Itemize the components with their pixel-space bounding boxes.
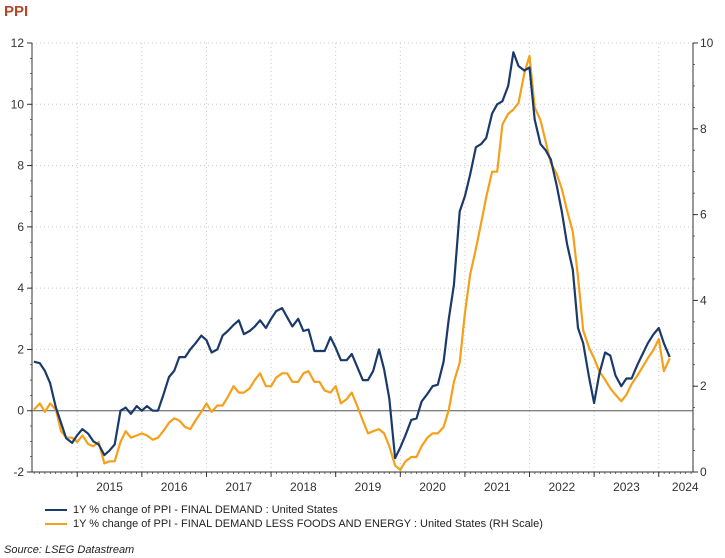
ppi-chart: -2 0 2 4 6 8 10 12 0 2 4 6 8 10 2015 2016 2017 2018 2019 20… — [11, 36, 714, 494]
x-tick-label: 2022 — [548, 480, 575, 494]
y-right-tick-label: 8 — [700, 122, 707, 136]
series-layer — [33, 51, 671, 471]
y-right-tick-label: 4 — [700, 293, 707, 307]
x-tick-label: 2021 — [484, 480, 511, 494]
legend: 1Y % change of PPI - FINAL DEMAND : Unit… — [45, 503, 543, 531]
legend-label-series-2: 1Y % change of PPI - FINAL DEMAND LESS F… — [73, 518, 543, 530]
y-left-tick-label: 4 — [17, 281, 24, 295]
legend-item-series-1: 1Y % change of PPI - FINAL DEMAND : Unit… — [45, 503, 543, 517]
x-tick-label: 2020 — [419, 480, 446, 494]
y-left-tick-label: 12 — [11, 36, 25, 50]
y-left-tick-label: 6 — [17, 220, 24, 234]
legend-swatch-series-1 — [45, 509, 67, 511]
y-right-tick-label: 0 — [700, 465, 707, 479]
x-tick-label: 2023 — [613, 480, 640, 494]
chart-title: PPI — [4, 3, 29, 20]
x-tick-label: 2015 — [96, 480, 123, 494]
x-tick-label: 2019 — [355, 480, 382, 494]
legend-item-series-2: 1Y % change of PPI - FINAL DEMAND LESS F… — [45, 517, 543, 531]
y-right-tick-label: 6 — [700, 208, 707, 222]
y-left-tick-label: 0 — [17, 404, 24, 418]
source-note: Source: LSEG Datastream — [4, 544, 135, 556]
axis-layer: -2 0 2 4 6 8 10 12 0 2 4 6 8 10 2015 2016 2017 2018 2019 20… — [11, 36, 714, 494]
x-tick-label: 2016 — [161, 480, 188, 494]
legend-swatch-series-2 — [45, 523, 67, 525]
x-tick-label: 2017 — [225, 480, 252, 494]
grid-layer — [32, 42, 693, 472]
x-tick-label: 2024 — [672, 480, 699, 494]
y-right-tick-label: 10 — [700, 36, 714, 50]
series-line-1 — [33, 51, 671, 460]
series-line-2 — [33, 54, 671, 471]
y-left-tick-label: 8 — [17, 159, 24, 173]
y-right-tick-label: 2 — [700, 379, 707, 393]
x-tick-label: 2018 — [290, 480, 317, 494]
legend-label-series-1: 1Y % change of PPI - FINAL DEMAND : Unit… — [73, 504, 338, 516]
y-left-tick-label: -2 — [13, 465, 24, 479]
y-left-tick-label: 2 — [17, 342, 24, 356]
y-left-tick-label: 10 — [11, 97, 25, 111]
